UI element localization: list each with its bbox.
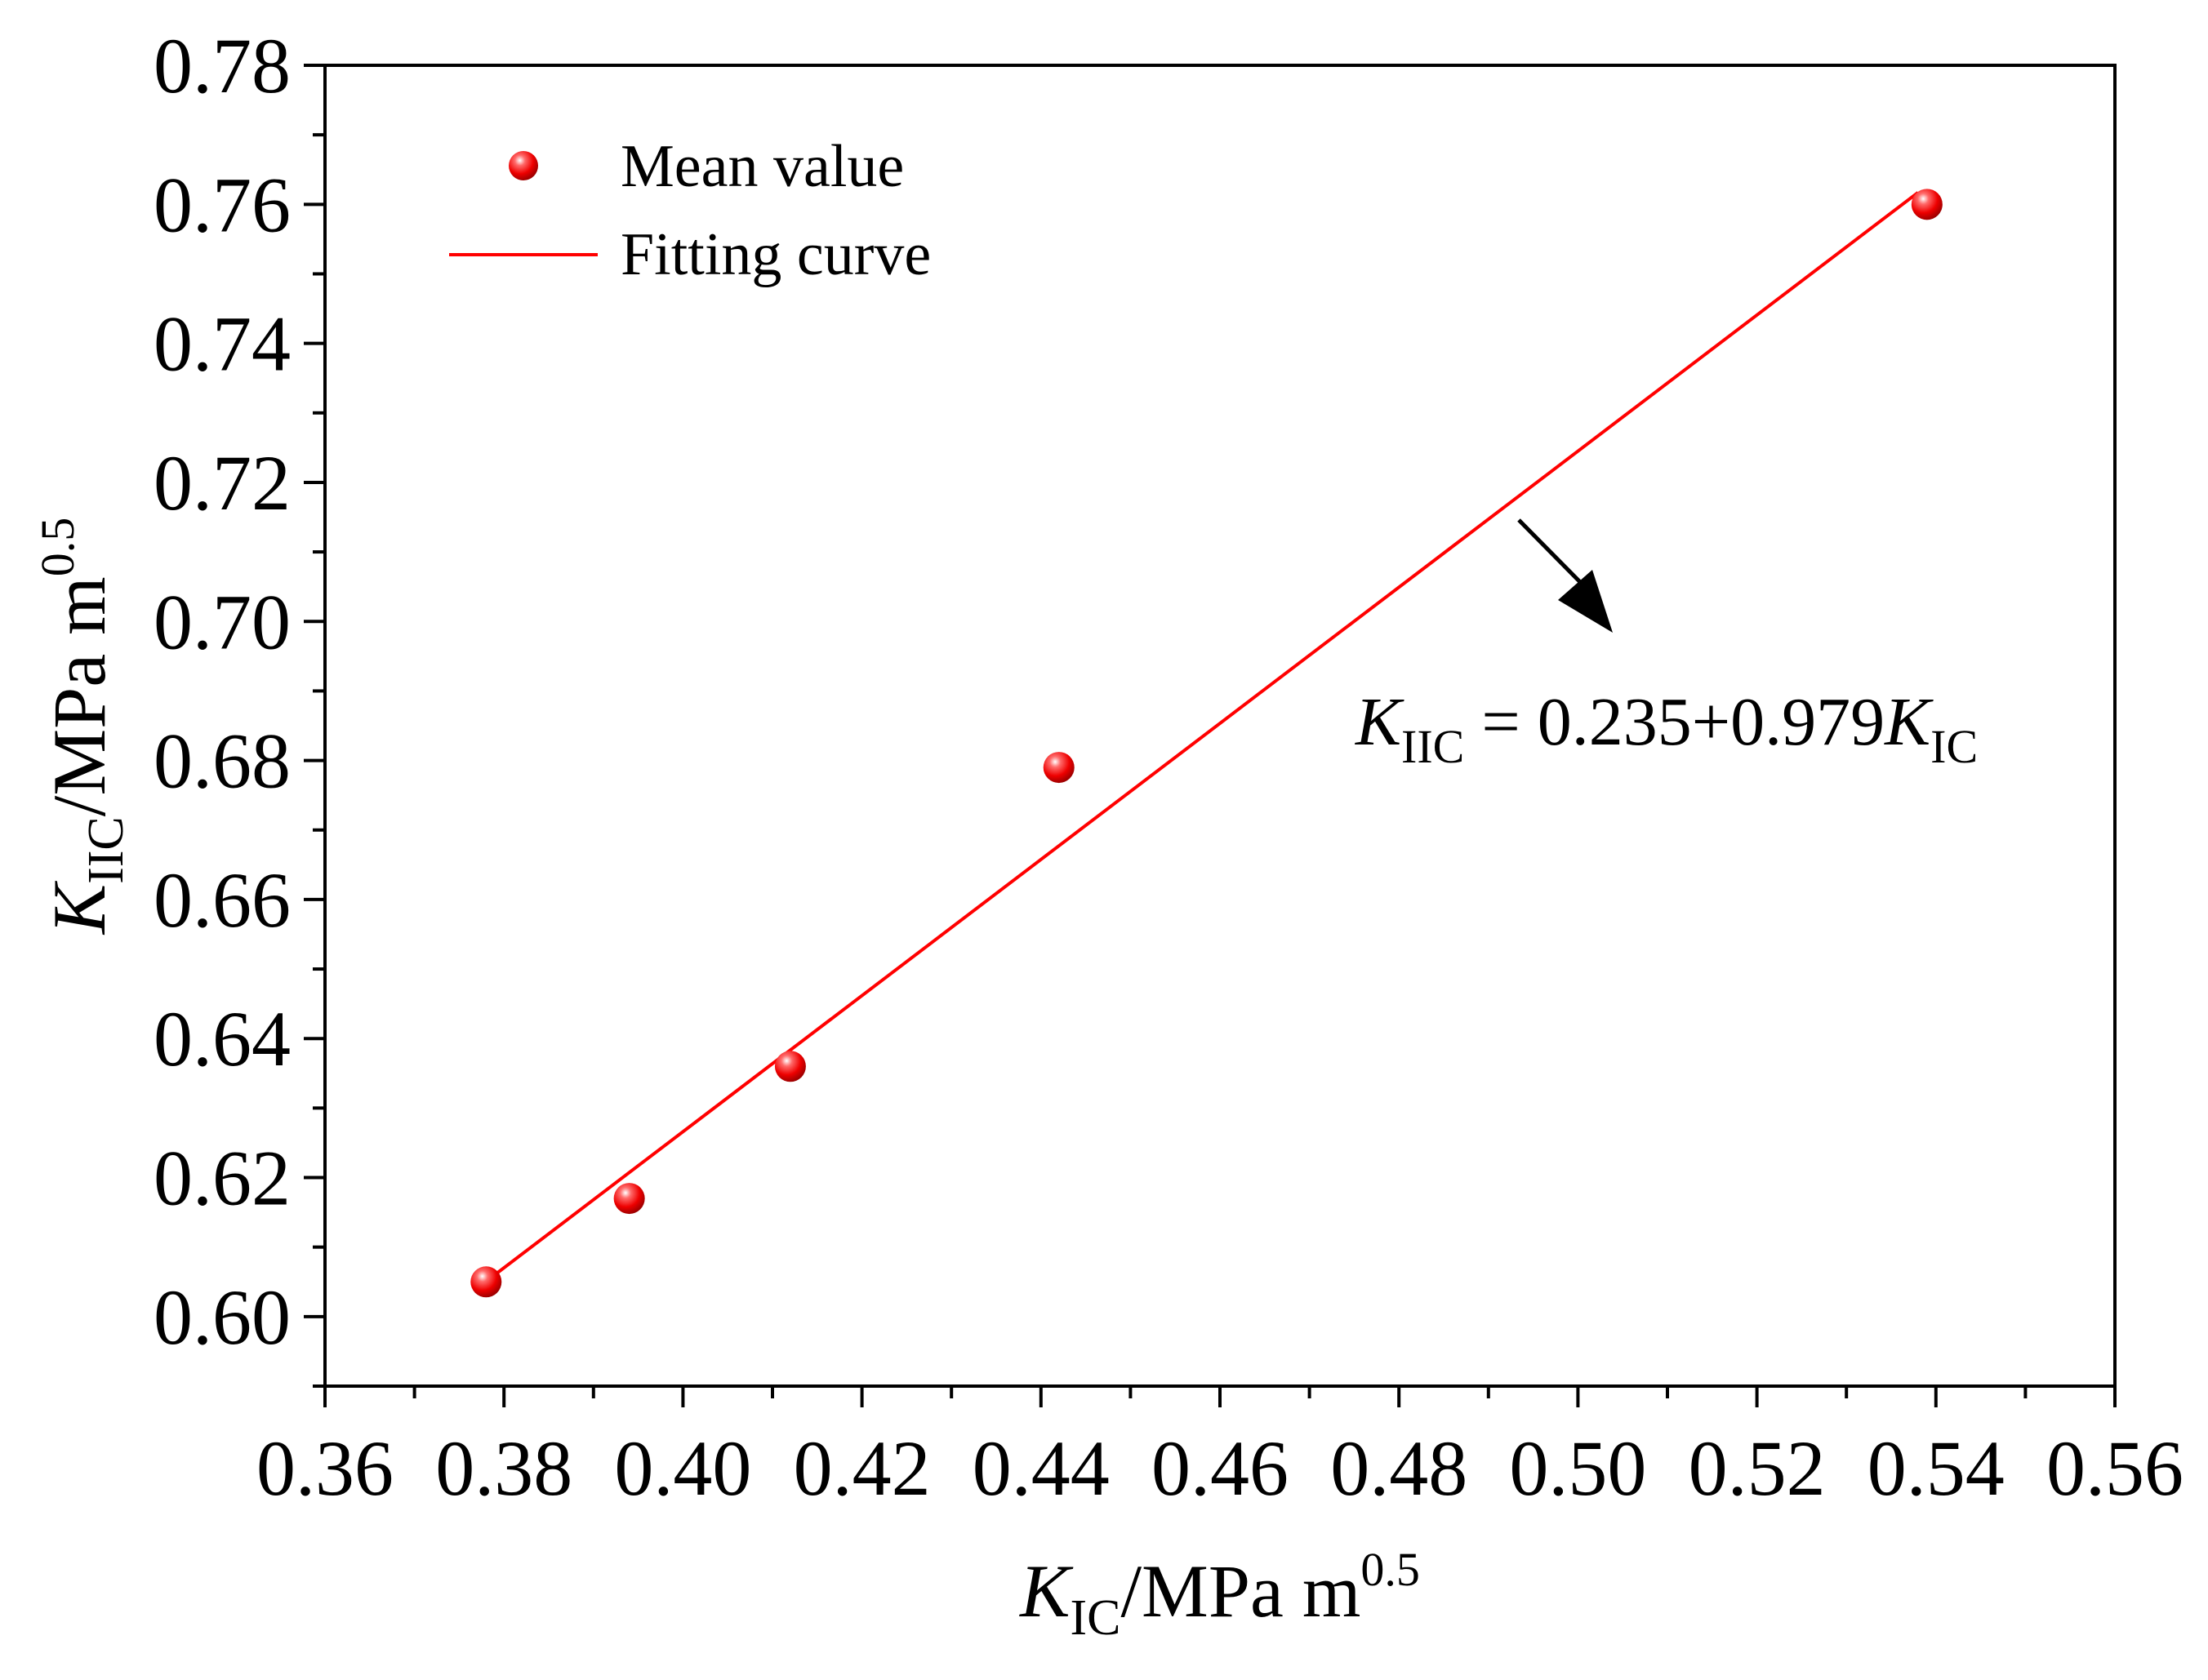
x-tick-label: 0.42	[794, 1424, 931, 1512]
y-axis-ticks	[304, 64, 325, 1388]
series-layer	[470, 189, 1943, 1298]
x-tick-label: 0.40	[614, 1424, 751, 1512]
x-tick-label: 0.38	[435, 1424, 572, 1512]
x-tick-label: 0.54	[1867, 1424, 2005, 1512]
y-tick-label: 0.64	[154, 995, 291, 1082]
legend: Mean value Fitting curve	[449, 133, 931, 288]
y-tick-label: 0.68	[154, 718, 291, 805]
legend-marker-mean-value	[509, 151, 538, 180]
x-axis-title: KIC/MPa m0.5	[1018, 1543, 1420, 1646]
x-tick-label: 0.50	[1509, 1424, 1646, 1512]
x-axis-tick-labels: 0.36 0.38 0.40 0.42 0.44 0.46 0.48 0.50 0.52 0.54…	[256, 1424, 2184, 1512]
x-tick-label: 0.48	[1330, 1424, 1467, 1512]
data-point	[1911, 189, 1943, 220]
x-tick-label: 0.46	[1151, 1424, 1289, 1512]
y-tick-label: 0.74	[154, 300, 291, 388]
x-tick-label: 0.44	[973, 1424, 1110, 1512]
data-point	[1043, 752, 1075, 784]
y-tick-label: 0.78	[154, 22, 291, 109]
annotation-arrow-head	[1558, 570, 1613, 633]
fit-equation: KIIC = 0.235+0.979KIC	[1355, 684, 1978, 773]
y-tick-label: 0.62	[154, 1135, 291, 1222]
y-tick-label: 0.60	[154, 1273, 291, 1361]
legend-label-fitting-curve: Fitting curve	[621, 221, 931, 288]
y-tick-label: 0.72	[154, 439, 291, 527]
y-tick-label: 0.70	[154, 578, 291, 665]
data-point	[470, 1266, 502, 1298]
x-tick-label: 0.56	[2046, 1424, 2184, 1512]
y-tick-label: 0.66	[154, 856, 291, 944]
y-axis-title: KIIC/MPa m0.5	[31, 518, 134, 936]
legend-label-mean-value: Mean value	[621, 133, 904, 200]
y-axis-tick-labels: 0.60 0.62 0.64 0.66 0.68 0.70 0.72 0.74 0.76 0.78	[154, 22, 291, 1361]
annotation-arrow-shaft	[1517, 518, 1586, 588]
x-axis-ticks	[323, 1386, 2117, 1407]
fitting-line	[485, 191, 1920, 1283]
x-tick-label: 0.36	[256, 1424, 394, 1512]
y-tick-label: 0.76	[154, 161, 291, 248]
data-point	[613, 1183, 645, 1215]
x-tick-label: 0.52	[1689, 1424, 1826, 1512]
equation-annotation: KIIC = 0.235+0.979KIC	[1355, 518, 1978, 773]
data-point	[774, 1051, 806, 1082]
